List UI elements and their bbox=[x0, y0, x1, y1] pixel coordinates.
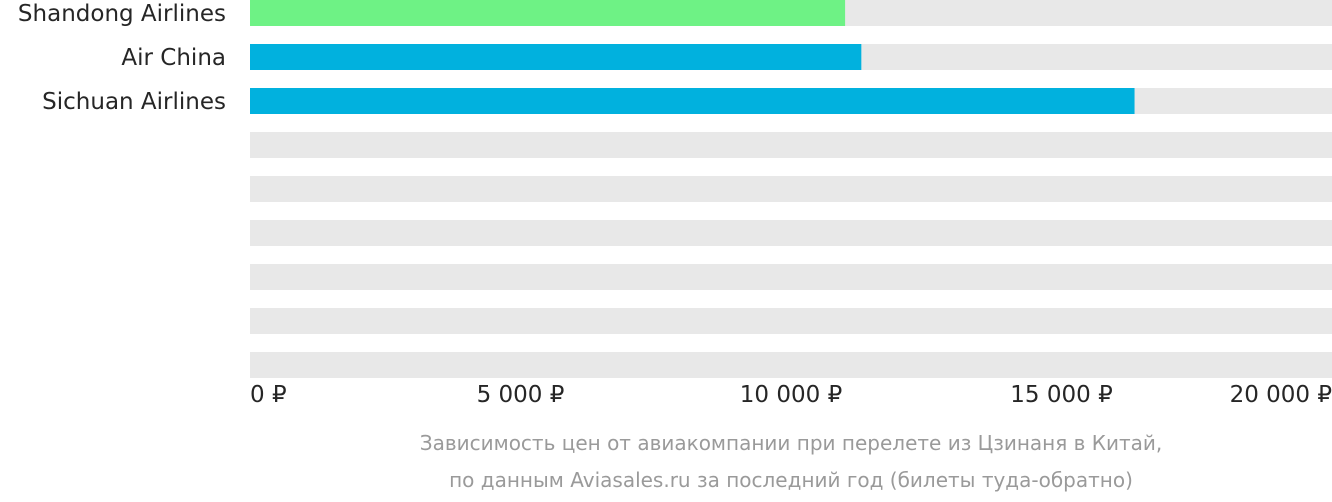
bar-track bbox=[250, 132, 1332, 158]
bar-air-china bbox=[250, 44, 862, 70]
category-label: Sichuan Airlines bbox=[42, 89, 226, 115]
bar-track bbox=[250, 308, 1332, 334]
x-tick-label: 10 000 ₽ bbox=[740, 382, 842, 408]
bar-sichuan-airlines bbox=[250, 88, 1135, 114]
x-tick-label: 20 000 ₽ bbox=[1230, 382, 1332, 408]
chart-caption-line2: по данным Aviasales.ru за последний год … bbox=[449, 468, 1133, 492]
bar-track bbox=[250, 352, 1332, 378]
bar-track bbox=[250, 220, 1332, 246]
bar-shandong-airlines bbox=[250, 0, 846, 26]
chart-caption-line1: Зависимость цен от авиакомпании при пере… bbox=[419, 431, 1163, 455]
bar-track bbox=[250, 264, 1332, 290]
bar-track bbox=[250, 176, 1332, 202]
x-tick-label: 5 000 ₽ bbox=[477, 382, 565, 408]
x-tick-label: 15 000 ₽ bbox=[1010, 382, 1112, 408]
category-label: Air China bbox=[121, 45, 226, 71]
category-label: Shandong Airlines bbox=[18, 1, 226, 27]
bar-chart: Shandong Airlines Air China Sichuan Airlin… bbox=[18, 0, 1332, 408]
x-tick-label: 0 ₽ bbox=[250, 382, 287, 408]
